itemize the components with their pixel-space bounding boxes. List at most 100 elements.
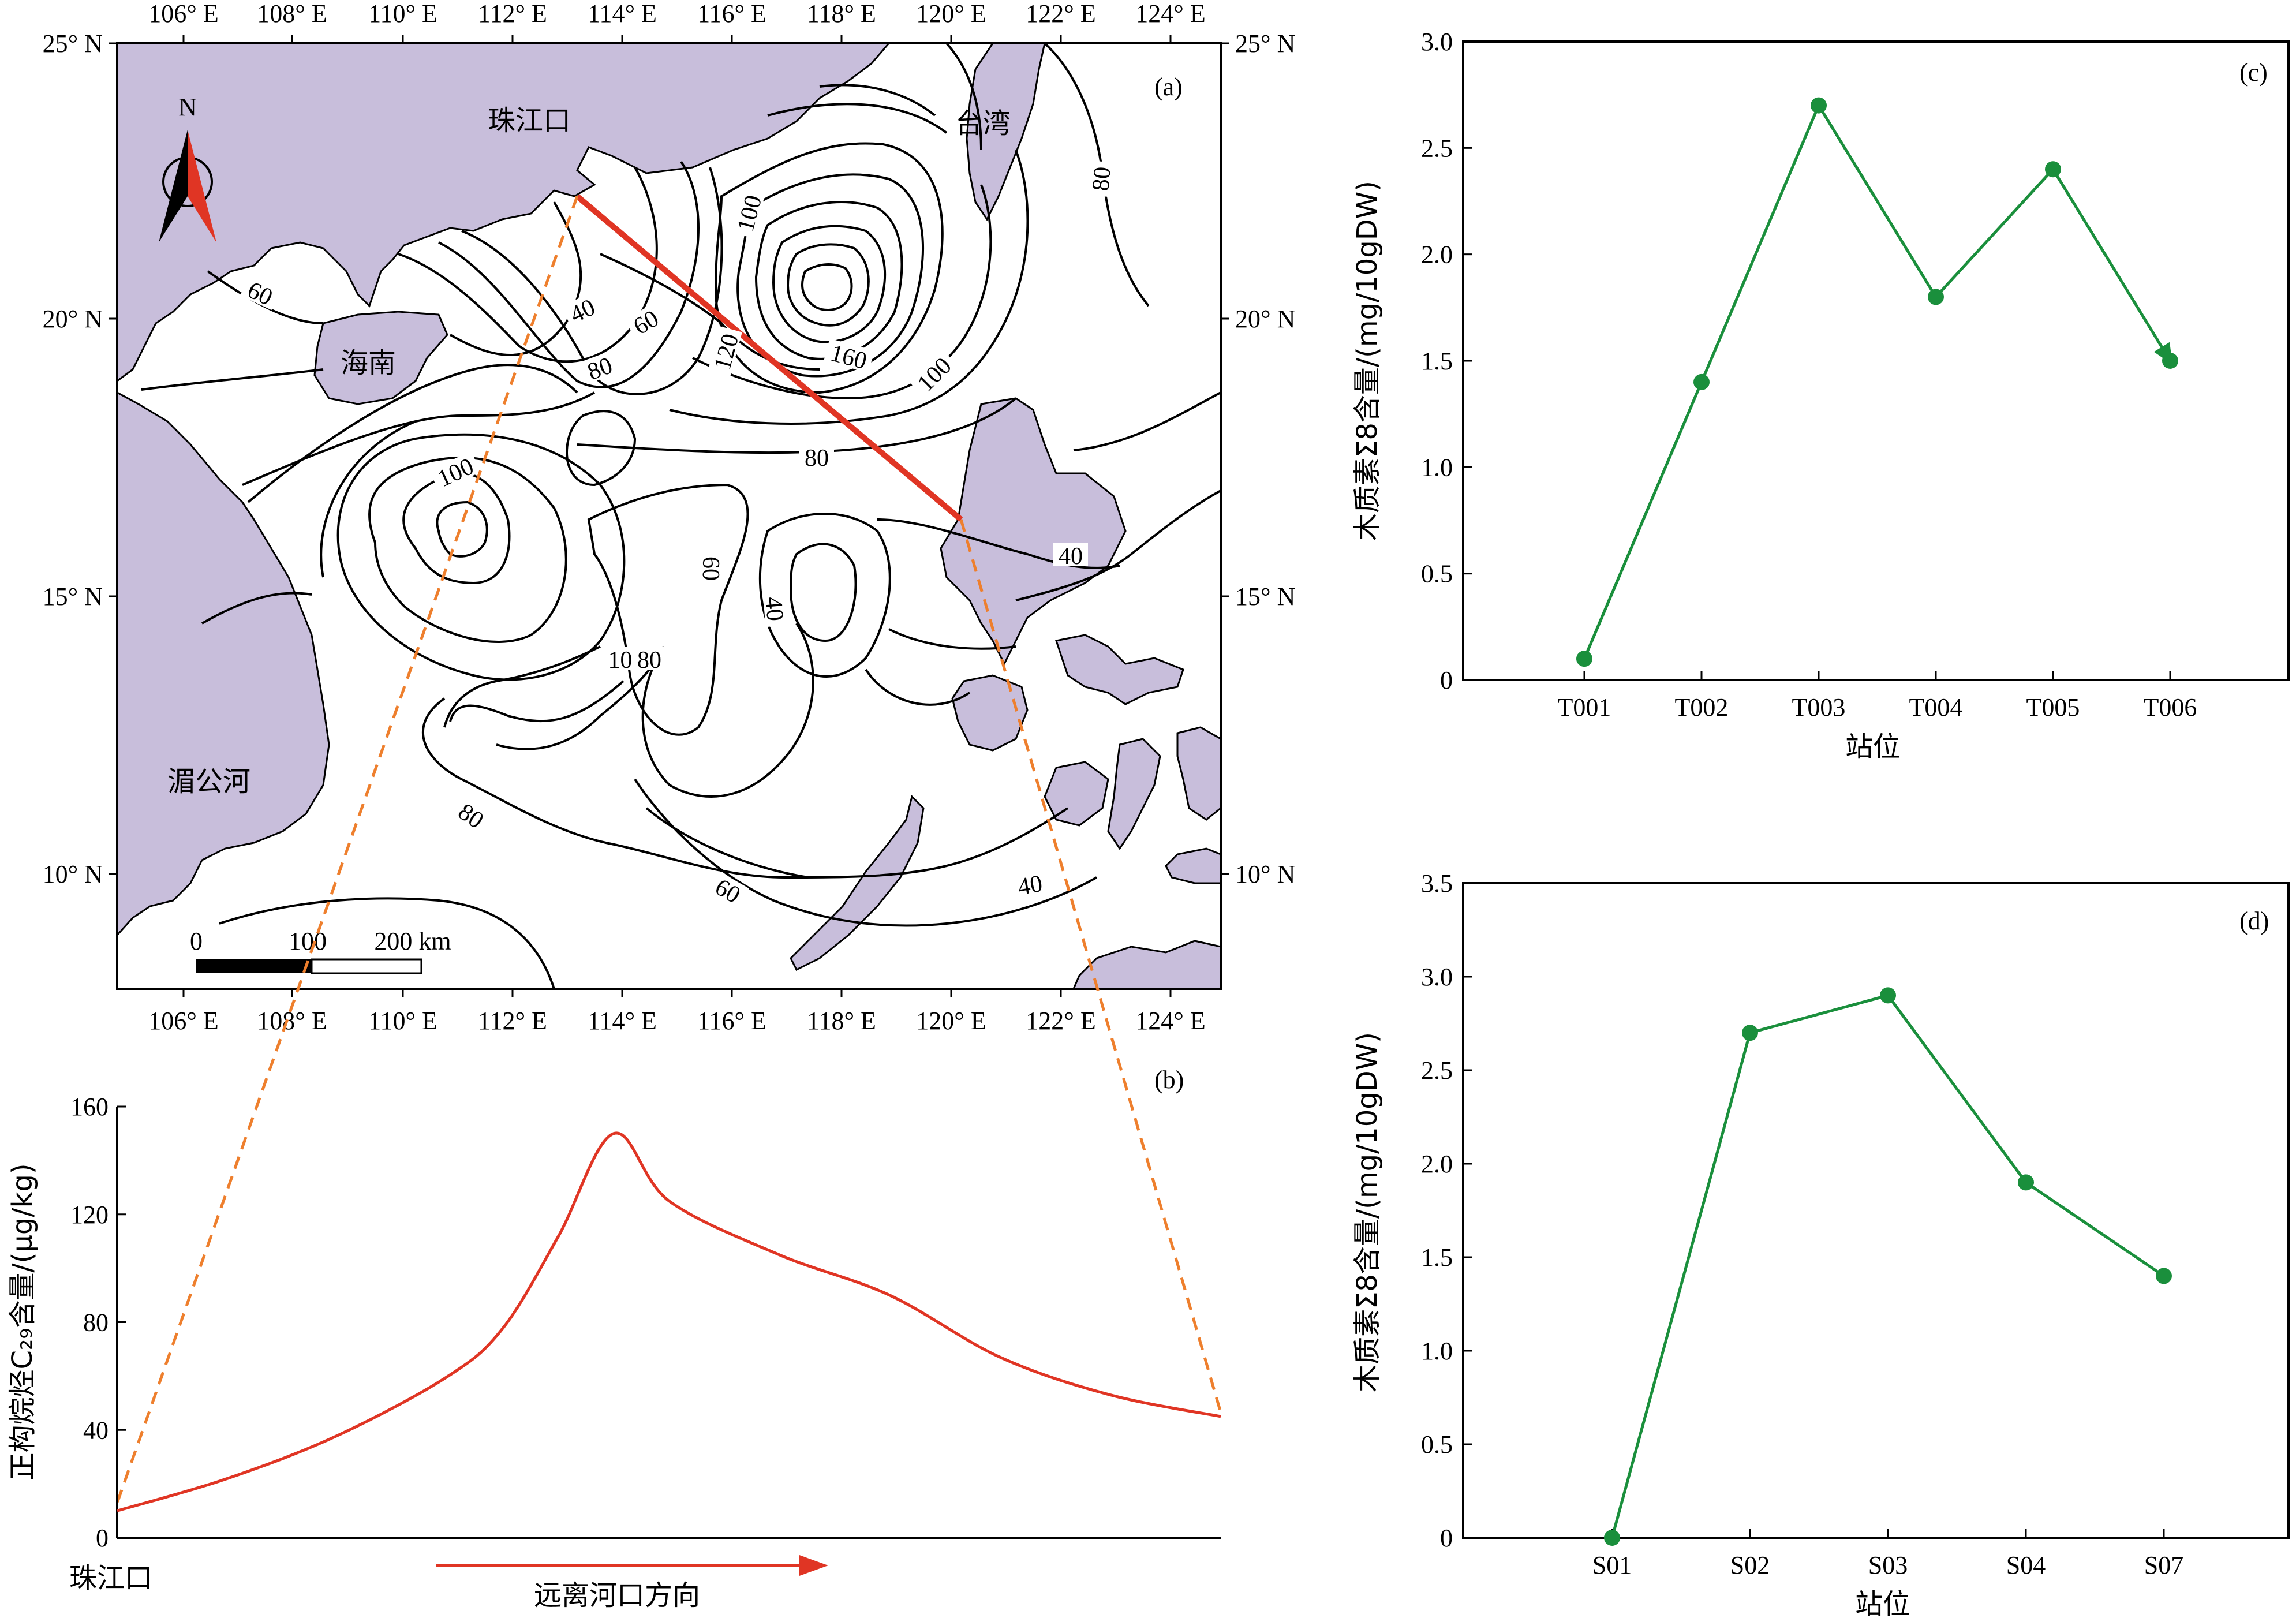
lat-label-left: 15° N <box>43 582 103 611</box>
lon-label-top: 108° E <box>257 0 327 28</box>
data-point <box>2018 1174 2034 1191</box>
lat-label-left: 25° N <box>43 29 103 58</box>
projection-line-right <box>959 519 1222 1413</box>
projection-line-left <box>114 196 579 1508</box>
profile-ytick-label: 40 <box>83 1416 109 1444</box>
ytick-label: 1.5 <box>1421 1243 1453 1272</box>
lon-label-bottom: 122° E <box>1026 1007 1095 1035</box>
direction-label: 远离河口方向 <box>534 1579 700 1612</box>
land-mindanao <box>1072 940 1221 989</box>
ytick-label: 0 <box>1440 1524 1453 1552</box>
data-point <box>2156 1268 2172 1284</box>
ytick-label: 3.0 <box>1421 28 1453 56</box>
ytick-label: 0 <box>1440 666 1453 694</box>
land-indochina <box>117 391 330 937</box>
ytick-label: 0.5 <box>1421 1430 1453 1459</box>
lon-label-top: 118° E <box>807 0 876 28</box>
profile-series-line <box>117 1131 1221 1512</box>
chart-d-xlabel: 站位 <box>1855 1588 1910 1618</box>
chart-d-frame <box>1462 882 2290 1539</box>
lon-label-bottom: 120° E <box>916 1007 986 1035</box>
data-point <box>2045 161 2061 178</box>
land-palawan <box>790 795 925 971</box>
xtick-label: S02 <box>1730 1551 1770 1579</box>
data-point <box>1604 1530 1620 1546</box>
lignin-chart-c: (c) 木质素Σ8含量/(mg/10gDW) 站位 0 0.5 1.0 1.5 2.0 2… <box>1351 28 2290 763</box>
map-border <box>116 42 1222 990</box>
xtick-label: T001 <box>1558 693 1611 722</box>
map-panel: 60 40 60 80 100 100 120 160 100 80 80 10… <box>116 42 1222 990</box>
lat-label-left: 20° N <box>43 305 103 333</box>
panel-label-c: (c) <box>2239 58 2268 87</box>
contour-label: 40 <box>1059 543 1083 570</box>
lon-label-bottom: 114° E <box>588 1007 657 1035</box>
arrowhead-icon <box>2153 342 2173 365</box>
contour-label: 40 <box>760 596 788 622</box>
xtick-label: T004 <box>1909 693 1963 722</box>
data-point <box>1576 651 1592 667</box>
profile-ytick-label: 120 <box>70 1201 109 1229</box>
panel-label-a: (a) <box>1154 73 1183 101</box>
scale-tick: 200 km <box>374 927 451 955</box>
chart-c-xlabel: 站位 <box>1845 731 1901 763</box>
land-hainan <box>313 311 448 405</box>
ytick-label: 1.5 <box>1421 347 1453 375</box>
panel-label-b: (b) <box>1154 1066 1184 1094</box>
lat-label-right: 20° N <box>1235 305 1295 333</box>
contour-label: 80 <box>1087 166 1116 192</box>
panel-label-d: (d) <box>2239 907 2269 935</box>
place-pearl-river-mouth: 珠江口 <box>488 104 571 137</box>
data-point <box>1742 1025 1758 1041</box>
land-mainland-china <box>117 43 890 382</box>
data-point <box>1928 289 1944 305</box>
series-line <box>1583 102 2172 660</box>
ytick-label: 0.5 <box>1421 560 1453 588</box>
map-graticule-labels: 106° E 106° E 108° E 108° E 110° E 110° E 112°… <box>43 0 1296 1035</box>
lon-label-bottom: 124° E <box>1135 1007 1205 1035</box>
lon-label-top: 120° E <box>916 0 986 28</box>
north-label: N <box>178 93 197 121</box>
xtick-label: T006 <box>2144 693 2197 722</box>
xtick-label: S03 <box>1868 1551 1908 1579</box>
place-taiwan: 台湾 <box>955 107 1011 140</box>
lignin-chart-d: (d) 木质素Σ8含量/(mg/10gDW) 站位 0 0.5 1.0 1.5 2.0 2… <box>1351 869 2290 1618</box>
profile-ylabel: 正构烷烃C₂₉含量/(μg/kg) <box>6 1163 39 1480</box>
lat-label-left: 10° N <box>43 860 103 888</box>
profile-ytick-label: 0 <box>96 1524 109 1552</box>
profile-ytick-label: 160 <box>70 1093 109 1121</box>
north-arrow-icon: N <box>159 93 216 242</box>
lon-label-bottom: 118° E <box>807 1007 876 1035</box>
xtick-label: S01 <box>1592 1551 1632 1579</box>
lon-label-bottom: 106° E <box>148 1007 218 1035</box>
lon-label-top: 114° E <box>588 0 657 28</box>
xtick-label: T002 <box>1675 693 1729 722</box>
land-panay <box>1044 761 1109 827</box>
lat-label-right: 10° N <box>1235 860 1295 888</box>
data-point <box>1811 97 1827 114</box>
lon-label-top: 122° E <box>1026 0 1095 28</box>
chart-d-ylabel: 木质素Σ8含量/(mg/10gDW) <box>1351 1032 1383 1392</box>
lon-label-bottom: 108° E <box>257 1007 327 1035</box>
ytick-label: 1.0 <box>1421 453 1453 481</box>
land-samar <box>1165 847 1221 884</box>
contour-label: 80 <box>637 647 661 674</box>
lon-label-top: 124° E <box>1135 0 1205 28</box>
lon-label-top: 112° E <box>478 0 547 28</box>
xtick-label: S04 <box>2006 1551 2046 1579</box>
scale-tick: 0 <box>190 927 203 955</box>
ytick-label: 2.5 <box>1421 1056 1453 1085</box>
profile-start-label: 珠江口 <box>69 1562 152 1594</box>
scale-tick: 100 <box>289 927 327 955</box>
profile-panel: (b) 正构烷烃C₂₉含量/(μg/kg) 珠江口 远离河口方向 0 40 80 12… <box>6 1066 1221 1612</box>
xtick-label: T005 <box>2026 693 2080 722</box>
lon-label-bottom: 110° E <box>368 1007 437 1035</box>
lon-label-bottom: 116° E <box>697 1007 766 1035</box>
chart-c-ylabel: 木质素Σ8含量/(mg/10gDW) <box>1351 181 1383 541</box>
profile-ytick-label: 80 <box>83 1309 109 1337</box>
ytick-label: 3.0 <box>1421 963 1453 991</box>
lat-label-right: 25° N <box>1235 29 1295 58</box>
place-mekong: 湄公河 <box>167 765 250 798</box>
data-point <box>1693 373 1710 390</box>
xtick-label: T003 <box>1792 693 1846 722</box>
